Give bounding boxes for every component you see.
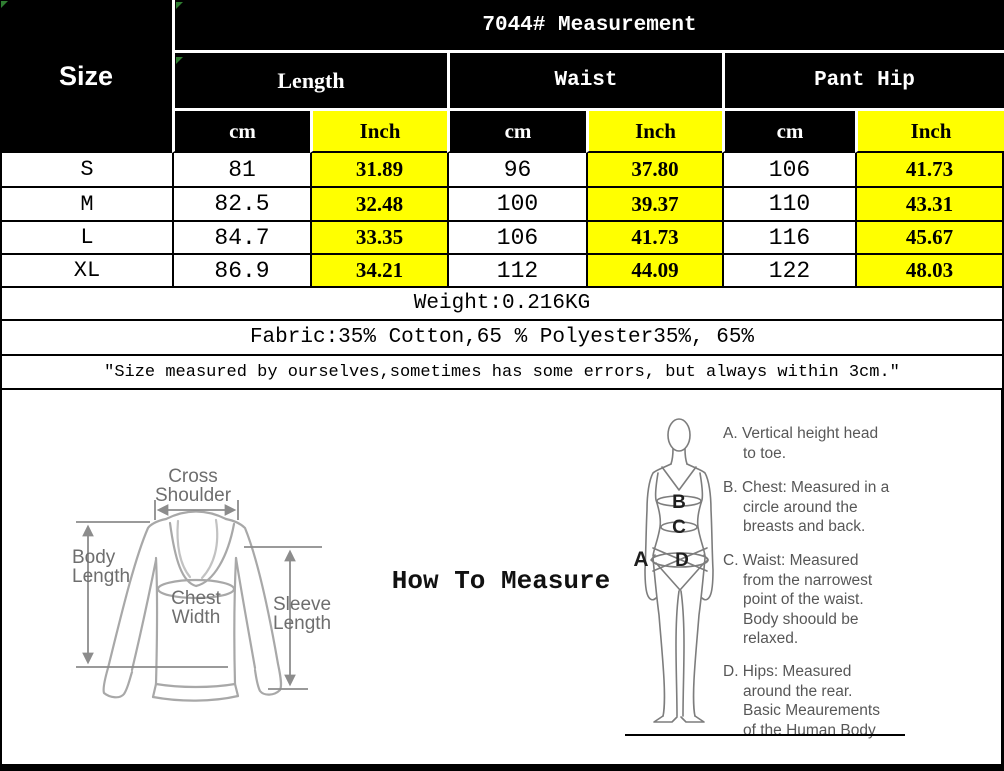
instruction-line: breasts and back. [743,518,866,535]
instruction-a: A. Vertical height head to toe. [723,424,923,463]
column-header-waist: Waist [447,53,722,111]
column-header-length: Length [172,53,447,111]
size-label-cell: M [0,188,172,222]
instruction-line: around the rear. [743,682,853,700]
waist-inch-cell: 37.80 [586,153,722,188]
unit-header-cm: cm [722,111,855,153]
length-cm-cell: 86.9 [172,255,310,288]
cross-shoulder-label: Cross [168,466,218,487]
body-length-label: Body [72,547,116,568]
how-to-measure-heading: How To Measure [391,566,611,596]
length-inch-cell: 34.21 [310,255,447,288]
how-to-measure-panel [0,390,1004,764]
hip-cm-cell: 110 [722,188,855,222]
excel-error-marker-icon [176,57,183,64]
column-header-pant-hip: Pant Hip [722,53,1004,111]
table-title: 7044# Measurement [172,0,1004,53]
instruction-line: C. Waist: Measured [723,552,859,569]
instruction-b: B. Chest: Measured in a circle around th… [723,478,923,537]
hip-inch-cell: 48.03 [855,255,1004,288]
hip-cm-cell: 122 [722,255,855,288]
figure-letter-b: B [672,492,686,513]
body-figure-sketch: B C D A [633,418,714,723]
hip-inch-cell: 45.67 [855,222,1004,255]
waist-cm-cell: 96 [447,153,586,188]
instruction-line: point of the waist. [743,591,864,608]
disclaimer-note: ″Size measured by ourselves,sometimes ha… [0,356,1004,390]
weight-note: Weight:0.216KG [0,288,1004,321]
instruction-c: C. Waist: Measured from the narrowest po… [723,551,923,649]
instruction-line: circle around the [743,498,858,516]
waist-cm-cell: 106 [447,222,586,255]
waist-inch-cell: 41.73 [586,222,722,255]
length-cm-cell: 81 [172,153,310,188]
sleeve-length-label: Length [273,613,331,634]
size-header-cell: Size [0,0,172,153]
instruction-line: to toe. [743,444,787,462]
unit-header-inch: Inch [310,111,447,153]
cross-shoulder-label: Shoulder [155,485,232,506]
unit-header-cm: cm [447,111,586,153]
measurement-table: Size 7044# Measurement Length Waist Pant… [0,0,1004,390]
figure-letter-a: A [633,548,648,571]
waist-inch-cell: 44.09 [586,255,722,288]
size-label-cell: S [0,153,172,188]
waist-cm-cell: 112 [447,255,586,288]
hip-cm-cell: 106 [722,153,855,188]
instruction-line: D. Hips: Measured [723,663,852,680]
size-label-cell: XL [0,255,172,288]
excel-error-marker-icon [1,1,8,8]
instruction-line: of the Human Body [743,721,876,739]
sleeve-length-label: Sleeve [273,594,331,615]
instruction-d: D. Hips: Measured around the rear. Basic… [723,662,923,740]
unit-header-inch: Inch [855,111,1004,153]
waist-inch-cell: 39.37 [586,188,722,222]
instruction-line: A. Vertical height head [723,425,879,442]
instruction-line: relaxed. [743,630,799,647]
instruction-line: from the narrowest [743,571,873,589]
figure-letter-c: C [672,517,686,538]
garment-measurement-sketch: Cross Shoulder Body Length Chest Width S… [72,466,331,702]
bottom-border-bar [0,764,1004,771]
excel-error-marker-icon [176,2,183,9]
fabric-note: Fabric:35% Cotton,65 % Polyester35%, 65% [0,321,1004,356]
unit-header-inch: Inch [586,111,722,153]
figure-letter-d: D [675,550,689,571]
hip-inch-cell: 41.73 [855,153,1004,188]
length-inch-cell: 32.48 [310,188,447,222]
hip-cm-cell: 116 [722,222,855,255]
unit-header-cm: cm [172,111,310,153]
instruction-underline [625,734,905,736]
instruction-line: B. Chest: Measured in a [723,479,890,496]
body-length-label: Length [72,566,130,587]
chest-width-label: Width [172,607,221,628]
chest-width-label: Chest [171,588,221,609]
waist-cm-cell: 100 [447,188,586,222]
instruction-line: Basic Meaurements [743,702,880,719]
hip-inch-cell: 43.31 [855,188,1004,222]
length-cm-cell: 82.5 [172,188,310,222]
size-label-cell: L [0,222,172,255]
instruction-line: Body shoould be [743,610,859,628]
length-inch-cell: 33.35 [310,222,447,255]
length-cm-cell: 84.7 [172,222,310,255]
length-inch-cell: 31.89 [310,153,447,188]
